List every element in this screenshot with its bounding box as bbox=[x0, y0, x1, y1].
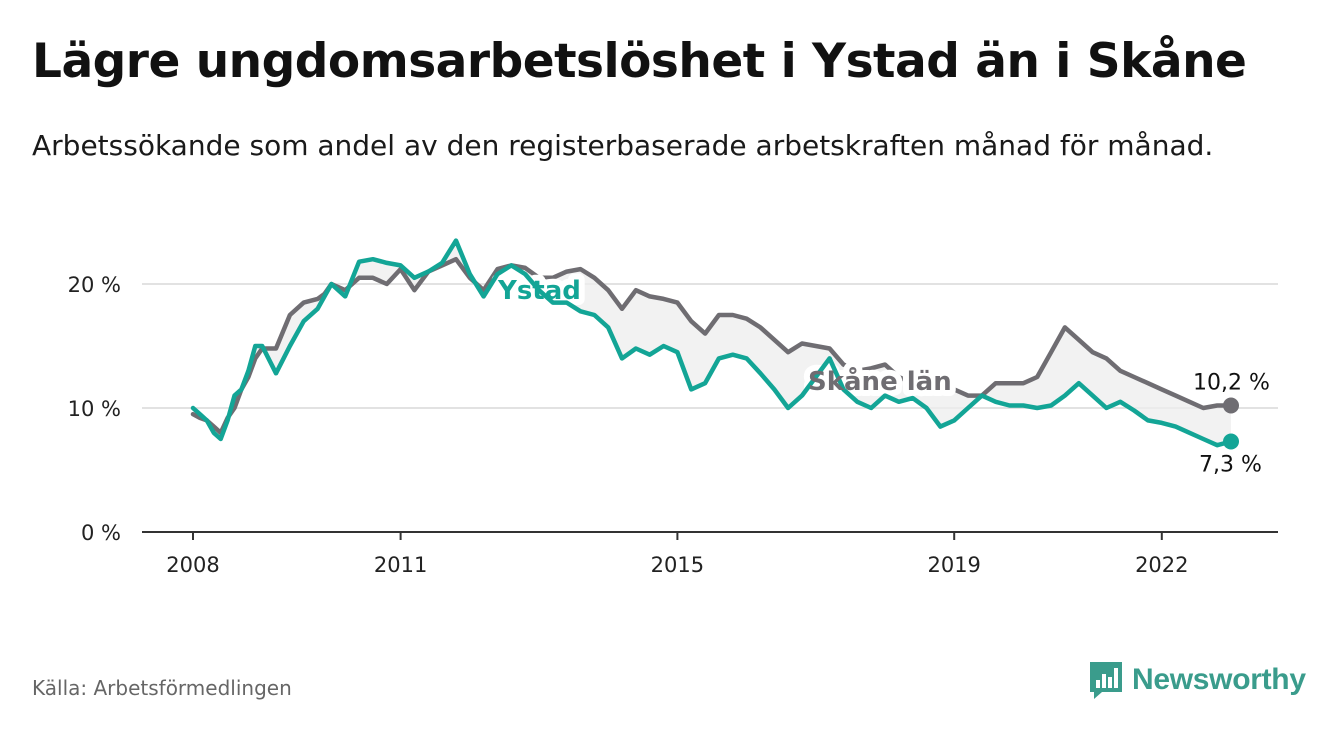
x-tick-label: 2019 bbox=[927, 553, 980, 577]
brand-name: Newsworthy bbox=[1132, 663, 1306, 696]
y-tick-label: 10 % bbox=[68, 397, 121, 421]
series-label-skane-halo: Skåne län bbox=[808, 365, 952, 397]
x-tick-label: 2011 bbox=[374, 553, 427, 577]
series-line-ystad bbox=[190, 238, 1234, 448]
series-line-layer: Skåne län Ystad bbox=[190, 238, 1234, 448]
newsworthy-logo-icon bbox=[1090, 662, 1122, 699]
label-layer: Skåne län Ystad 10,2 % 7,3 % bbox=[497, 276, 1270, 477]
gap-fill-layer bbox=[193, 240, 1231, 446]
end-value-label-ystad: 7,3 % bbox=[1199, 452, 1262, 477]
series-line-skane bbox=[190, 256, 1234, 436]
series-label-skane: Skåne län bbox=[808, 365, 952, 397]
brand-logo[interactable]: Newsworthy bbox=[1088, 660, 1306, 700]
end-point-skane bbox=[1223, 397, 1239, 414]
x-tick-label: 2008 bbox=[166, 553, 219, 577]
chart-title: Lägre ungdomsarbetslöshet i Ystad än i S… bbox=[32, 34, 1247, 89]
x-tick-label: 2015 bbox=[651, 553, 704, 577]
y-tick-label: 0 % bbox=[81, 521, 121, 545]
grid-layer: 0 % 10 % 20 % 2008 2011 2015 2019 2022 bbox=[68, 273, 1278, 577]
end-point-ystad bbox=[1223, 433, 1239, 450]
end-value-label-skane: 10,2 % bbox=[1193, 371, 1270, 396]
source-note: Källa: Arbetsförmedlingen bbox=[32, 676, 292, 700]
gap-area bbox=[193, 240, 1231, 446]
y-tick-label: 20 % bbox=[68, 273, 121, 297]
series-label-ystad: Ystad bbox=[497, 276, 581, 306]
chart-subtitle: Arbetssökande som andel av den registerb… bbox=[32, 129, 1214, 162]
x-tick-label: 2022 bbox=[1135, 553, 1188, 577]
